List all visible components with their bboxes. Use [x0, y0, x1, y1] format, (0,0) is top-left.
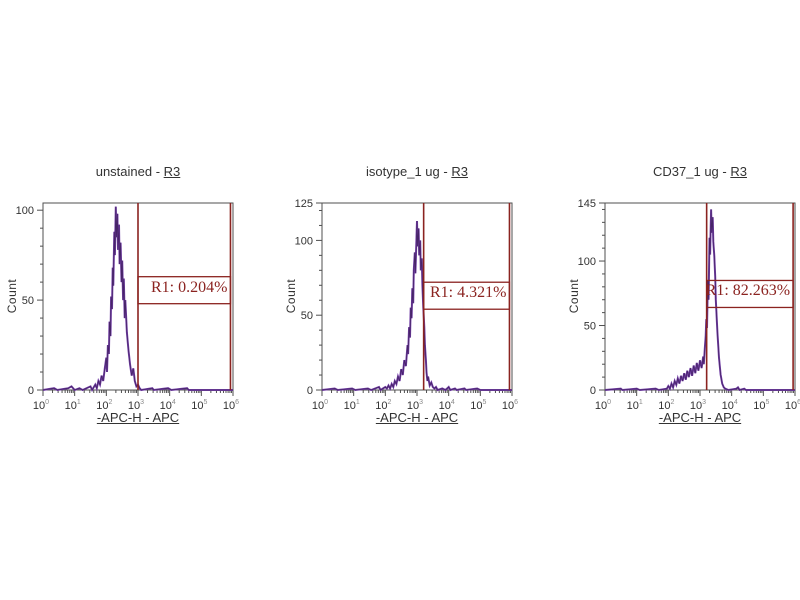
x-tick-label: 106 [785, 399, 800, 412]
gate-label-box [137, 276, 232, 305]
histogram-plot-area: 0 50 100 100 101 102 103 104 105 106 [16, 202, 239, 412]
gate-percentage-label: R1: 0.204% [151, 278, 228, 296]
gate-region-link[interactable]: R3 [451, 164, 468, 179]
y-tick-label: 50 [584, 321, 596, 333]
gate-label-box [422, 281, 511, 310]
y-tick-label: 100 [295, 235, 313, 247]
x-tick-label: 104 [722, 399, 738, 412]
x-tick-label: 102 [375, 399, 391, 412]
x-axis-label: -APC-H - APC [96, 410, 180, 425]
x-tick-label: 104 [439, 399, 455, 412]
x-tick-label: 103 [407, 399, 423, 412]
histogram-panel-isotype: isotype_1 ug - R3 Count 0 50 100 125 100 101 1… [277, 158, 557, 448]
plot-title-text: CD37_1 ug - [653, 164, 731, 179]
x-tick-label: 100 [312, 399, 328, 412]
histogram-curve-outline [604, 209, 795, 391]
plot-title: CD37_1 ug - R3 [560, 164, 800, 179]
y-tick-label: 125 [295, 198, 313, 210]
x-tick-label: 104 [160, 399, 176, 412]
x-tick-label: 106 [223, 399, 239, 412]
x-tick-label: 102 [658, 399, 674, 412]
x-tick-label: 105 [191, 399, 207, 412]
y-tick-label: 0 [590, 385, 596, 397]
x-tick-label: 100 [595, 399, 611, 412]
x-tick-label: 102 [96, 399, 112, 412]
gate-label-box [705, 279, 794, 309]
x-tick-label: 100 [33, 399, 49, 412]
x-tick-label: 103 [128, 399, 144, 412]
y-tick-label: 145 [578, 198, 596, 210]
histogram-plot-area: 0 50 100 125 100 101 102 103 104 105 106 [295, 198, 519, 412]
y-tick-label: 50 [301, 310, 313, 322]
plot-title-text: isotype_1 ug - [366, 164, 452, 179]
plot-title-text: unstained - [95, 164, 164, 179]
histogram-panel-cd37: CD37_1 ug - R3 Count 0 50 100 145 100 101 102 1… [560, 158, 800, 448]
x-tick-label: 101 [344, 399, 360, 412]
gate-region-link[interactable]: R3 [163, 164, 181, 179]
x-tick-label: 105 [470, 399, 486, 412]
histogram-curve-outline [321, 220, 512, 391]
gate-percentage-label: R1: 82.263% [705, 282, 791, 300]
y-tick-label: 50 [22, 295, 34, 307]
plot-title: isotype_1 ug - R3 [277, 164, 557, 179]
gate-percentage-label: R1: 4.321% [430, 284, 507, 302]
histogram-panel-unstained: unstained - R3 Count 0 50 100 100 101 102 103 1… [0, 158, 278, 448]
y-tick-label: 100 [578, 256, 596, 268]
x-tick-label: 106 [502, 399, 518, 412]
y-tick-label: 0 [28, 385, 34, 397]
x-tick-label: 105 [753, 399, 769, 412]
y-tick-label: 0 [307, 385, 313, 397]
x-axis-label: -APC-H - APC [658, 410, 742, 425]
histogram-plot-area: 0 50 100 145 100 101 102 103 104 105 106 [578, 198, 800, 412]
x-tick-label: 101 [627, 399, 643, 412]
y-tick-label: 100 [16, 205, 34, 217]
gate-region-link[interactable]: R3 [730, 164, 747, 179]
x-axis-label: -APC-H - APC [375, 410, 459, 425]
x-tick-label: 103 [690, 399, 706, 412]
histogram-curve [321, 220, 512, 392]
plot-title: unstained - R3 [0, 164, 278, 179]
x-tick-label: 101 [65, 399, 81, 412]
